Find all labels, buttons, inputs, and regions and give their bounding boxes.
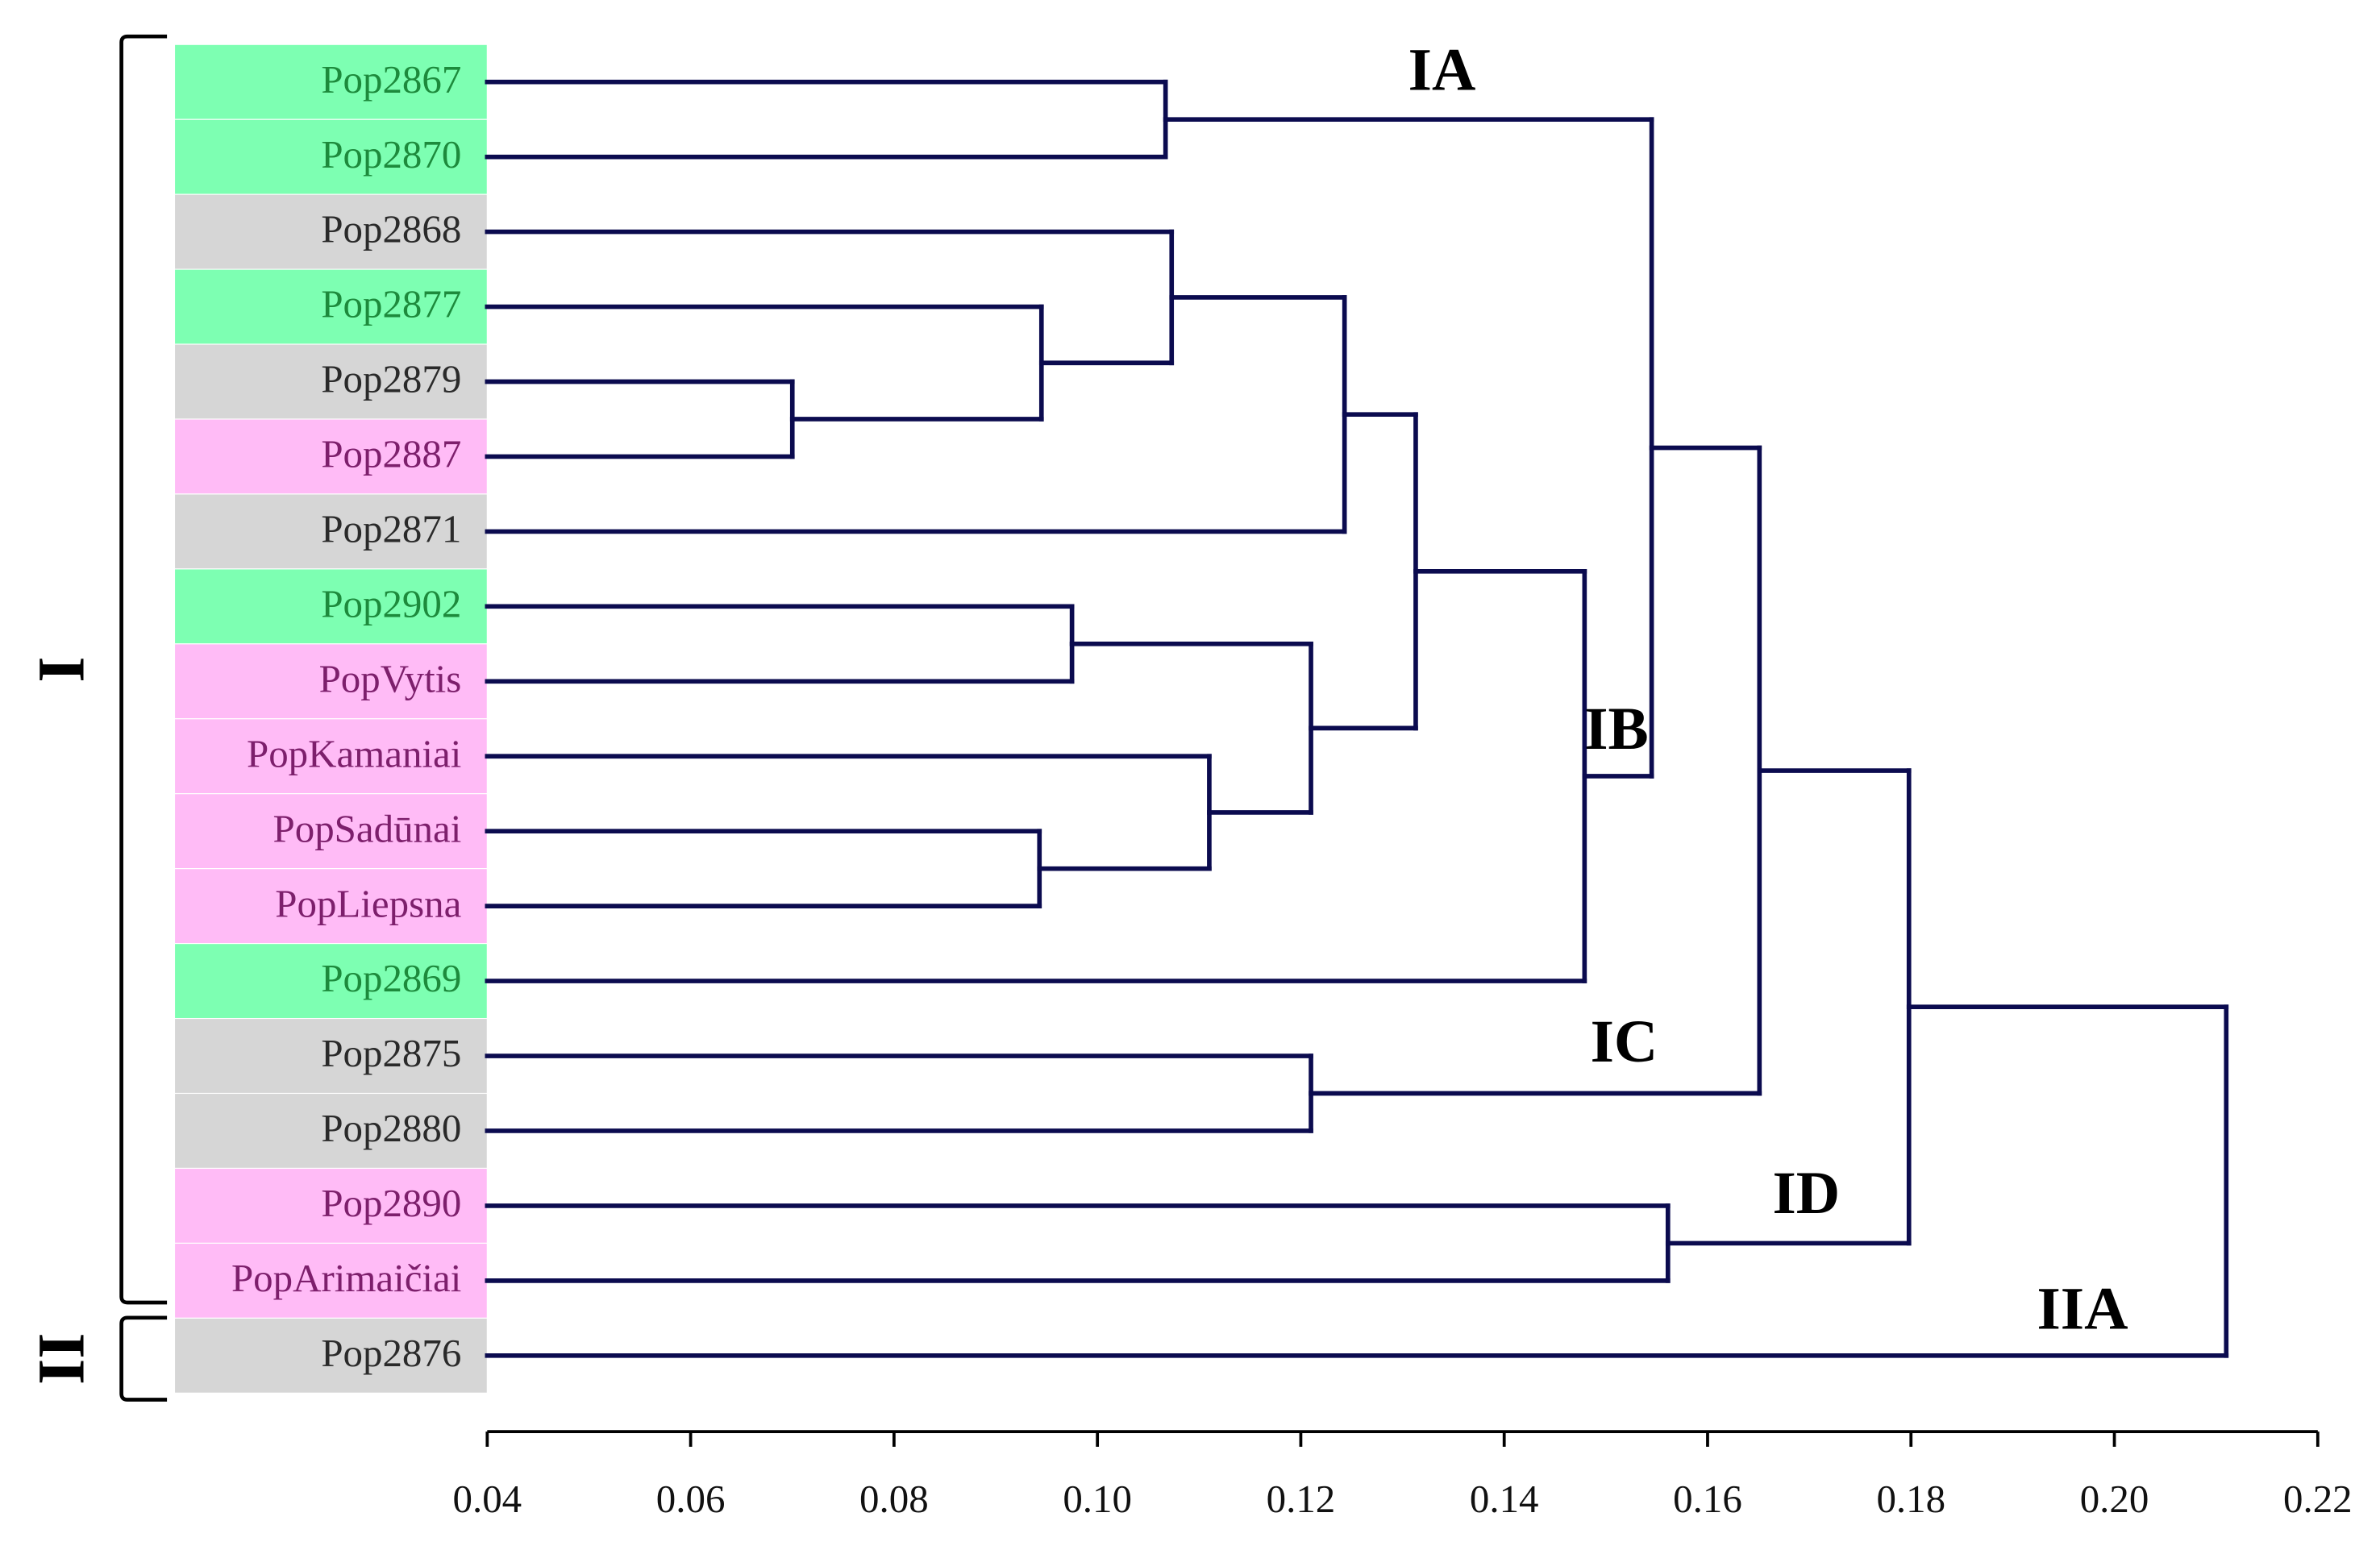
leaf-label: PopLiepsna <box>275 881 461 925</box>
x-tick-label: 0.14 <box>1470 1477 1539 1521</box>
cluster-label: IC <box>1591 1008 1658 1075</box>
leaf-background <box>173 1167 488 1244</box>
x-tick-label: 0.10 <box>1063 1477 1132 1521</box>
leaf-label: Pop2871 <box>321 507 461 551</box>
leaf-background <box>173 718 488 795</box>
x-tick-label: 0.20 <box>2080 1477 2149 1521</box>
leaf-background <box>173 44 488 120</box>
leaf-background <box>173 118 488 195</box>
bracket-label: II <box>24 1332 98 1384</box>
leaf-label: PopVytis <box>319 656 462 700</box>
x-tick-label: 0.12 <box>1267 1477 1336 1521</box>
x-tick-label: 0.06 <box>656 1477 726 1521</box>
leaf-background <box>173 343 488 420</box>
leaf-label: Pop2867 <box>321 57 461 102</box>
cluster-label: IA <box>1408 36 1476 103</box>
bracket <box>119 34 168 1305</box>
leaf-label: Pop2870 <box>321 132 461 177</box>
cluster-label: IB <box>1584 696 1649 763</box>
x-tick-label: 0.18 <box>1876 1477 1945 1521</box>
x-tick-label: 0.22 <box>2283 1477 2353 1521</box>
leaf-background <box>173 1017 488 1095</box>
bracket <box>119 1315 168 1402</box>
cluster-label: IIA <box>2037 1275 2128 1342</box>
leaf-label: Pop2868 <box>321 207 461 251</box>
leaf-label: PopSadūnai <box>273 806 462 850</box>
leaf-background <box>173 568 488 645</box>
leaf-label: PopArimaičiai <box>231 1256 461 1300</box>
leaf-background <box>173 193 488 270</box>
leaf-label: Pop2887 <box>321 432 461 476</box>
leaf-label: Pop2880 <box>321 1106 461 1150</box>
leaf-label: Pop2890 <box>321 1181 461 1225</box>
leaf-background <box>173 418 488 495</box>
cluster-label: ID <box>1773 1160 1841 1227</box>
leaf-background <box>173 943 488 1020</box>
leaf-label: Pop2869 <box>321 956 461 1000</box>
x-tick-label: 0.16 <box>1673 1477 1742 1521</box>
leaf-label: Pop2875 <box>321 1031 461 1075</box>
leaf-label: Pop2902 <box>321 581 461 625</box>
x-tick-label: 0.08 <box>859 1477 929 1521</box>
x-tick-label: 0.04 <box>453 1477 522 1521</box>
leaf-background <box>173 1317 488 1394</box>
leaf-label: PopKamaniai <box>247 731 461 775</box>
leaf-label: Pop2876 <box>321 1331 461 1375</box>
leaf-background <box>173 1242 488 1319</box>
dendrogram: Pop2867 Pop2870 Pop2868 Pop2877 Pop2879 Pop28… <box>24 34 2353 1521</box>
leaf-label: Pop2877 <box>321 282 461 326</box>
bracket-label: I <box>24 656 98 682</box>
leaf-background <box>173 1092 488 1170</box>
leaf-label: Pop2879 <box>321 357 461 401</box>
leaf-backgrounds <box>173 44 488 1394</box>
leaf-background <box>173 868 488 945</box>
leaf-background <box>173 268 488 345</box>
